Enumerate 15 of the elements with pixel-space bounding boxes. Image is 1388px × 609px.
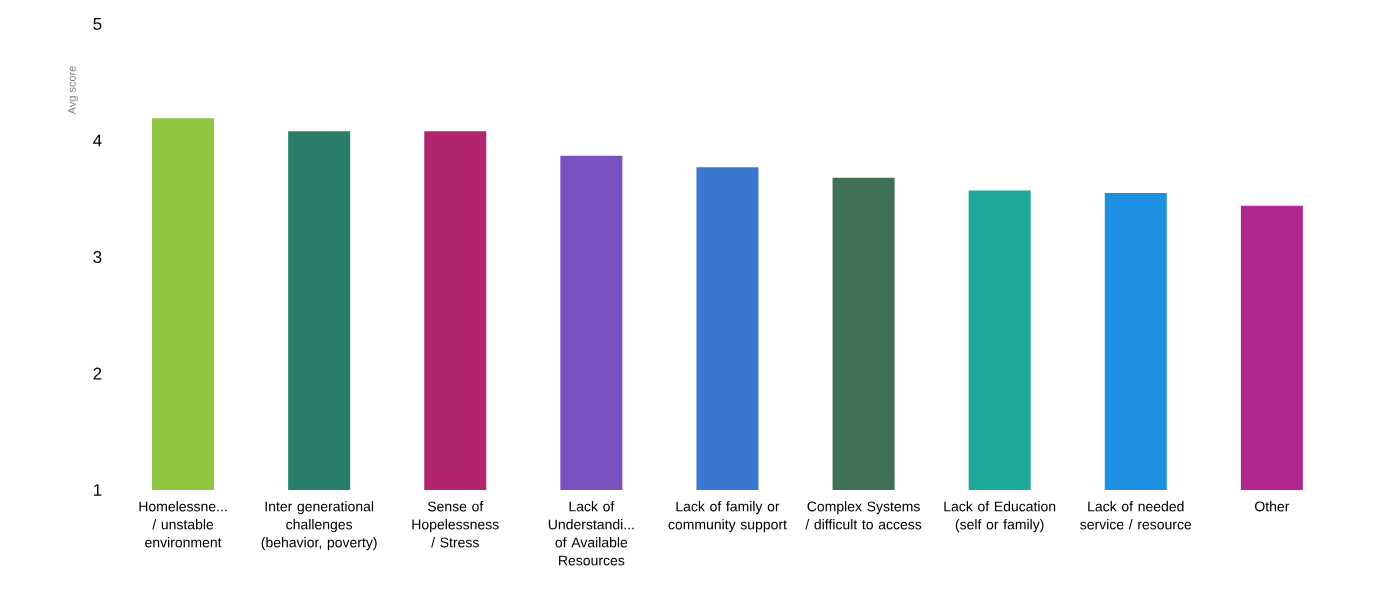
x-tick-label: Lack of Education (self or family) [944,501,1056,533]
x-tick-label: Lack of Understandi... of Available Resources [548,501,634,566]
y-axis-title: Avg score [68,66,78,115]
x-tick-label: Homelessne... / unstable environment [139,501,227,548]
x-tick-label: Complex Systems / difficult to access [805,501,922,530]
x-tick-label: Lack of family or community support [668,501,787,533]
x-tick-label: Lack of needed service / resource [1080,501,1192,530]
y-tick-label: 1 [93,484,102,496]
y-tick-label: 5 [93,18,102,30]
y-tick-label: 4 [93,134,102,147]
y-tick-label: 2 [93,367,102,380]
x-tick-label: Other [1255,501,1290,512]
x-tick-label: Sense of Hopelessness / Stress [412,501,499,548]
y-tick-label: 3 [93,250,102,264]
x-tick-label: Inter generational challenges (behavior, poverty) [261,501,377,551]
